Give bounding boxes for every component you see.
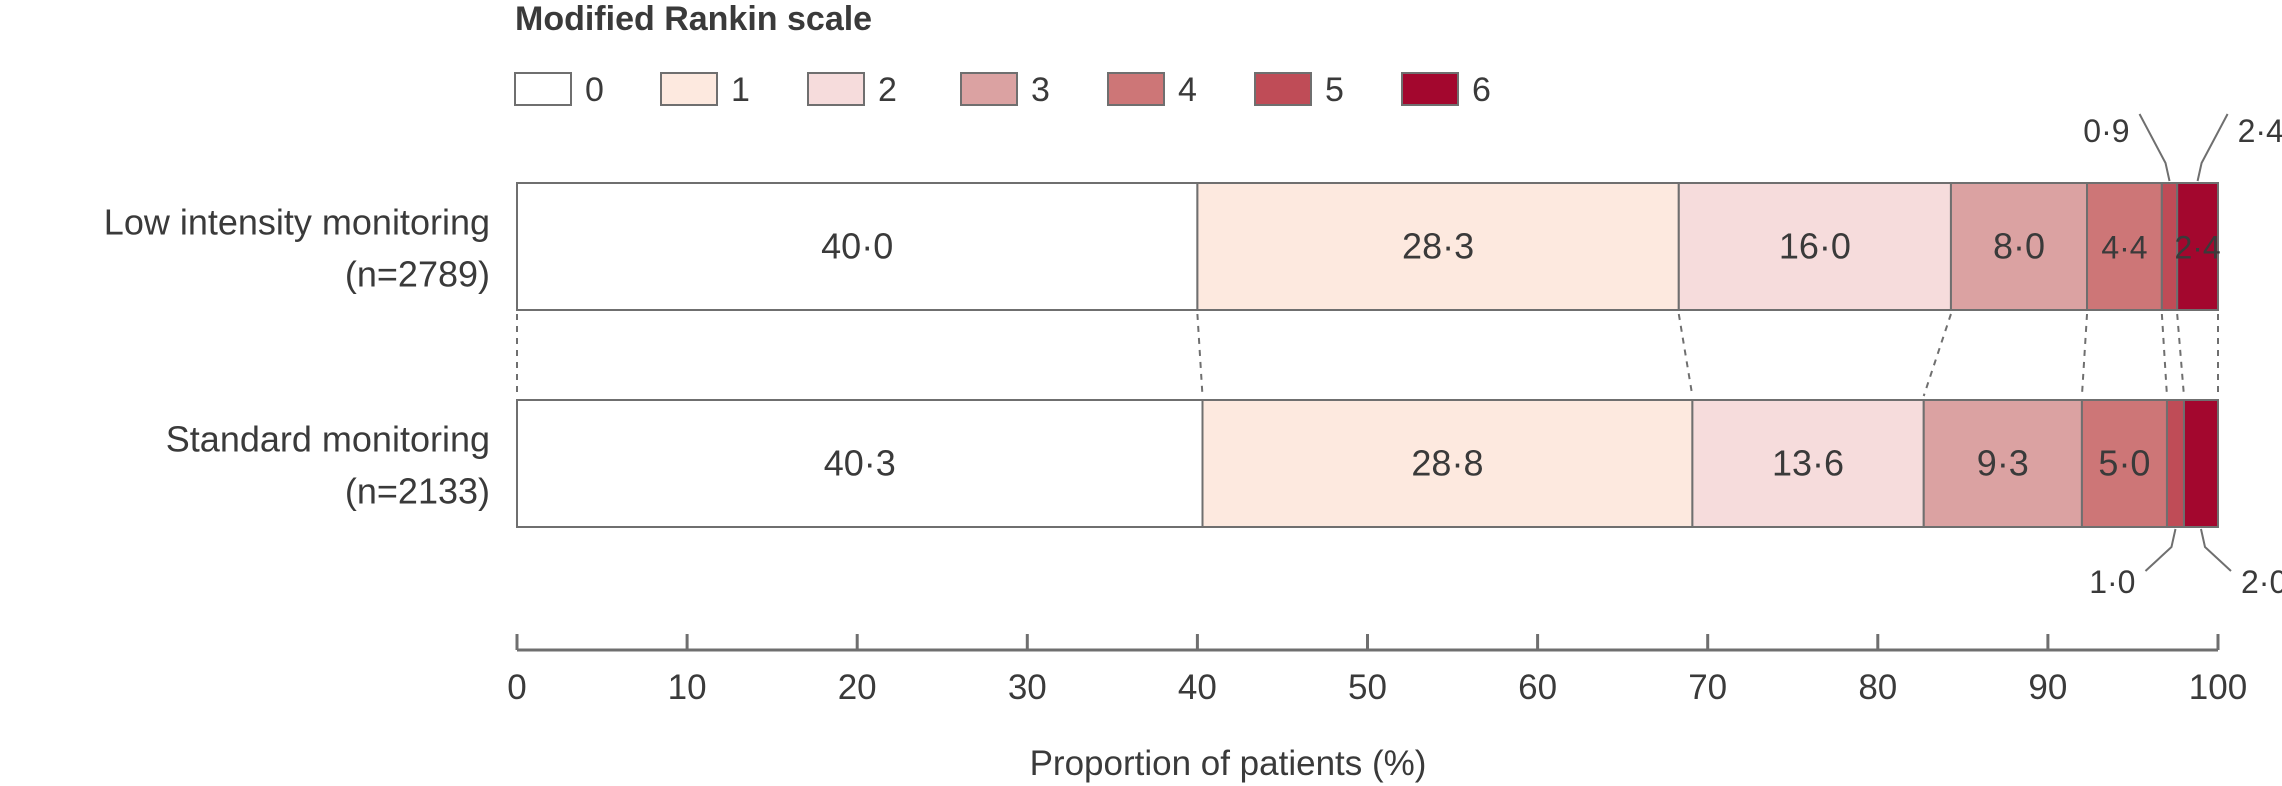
bar-segment-1 [1201, 399, 1694, 528]
legend-swatch-5 [1254, 72, 1312, 106]
data-label-2: 16·0 [1779, 226, 1851, 267]
legend: 0 1 2 3 4 5 6 [514, 71, 1491, 109]
data-label-0: 40·3 [824, 443, 896, 484]
x-axis: 0 10 20 30 40 50 60 70 80 90 100 [507, 634, 2247, 707]
bar-segment-3 [1922, 399, 2083, 528]
connector-line [2080, 313, 2089, 397]
category-n-label: (n=2133) [345, 471, 490, 512]
connector-line [1196, 313, 1204, 397]
x-tick-label: 80 [1858, 668, 1897, 707]
x-tick-label: 70 [1688, 668, 1727, 707]
x-tick-label: 50 [1348, 668, 1387, 707]
data-label-5: 1·0 [2089, 564, 2135, 600]
bar-segment-3 [1949, 182, 2089, 311]
bar-segment-2 [1691, 399, 1925, 528]
data-label-6: 2·0 [2241, 564, 2282, 600]
connector-line [2160, 313, 2168, 397]
connector-line [2176, 313, 2185, 397]
data-label-3: 9·3 [1977, 443, 2029, 484]
bar-segment-1 [1196, 182, 1680, 311]
legend-label-3: 3 [1031, 71, 1050, 109]
data-label-3: 8·0 [1993, 226, 2045, 267]
x-tick-label: 100 [2189, 668, 2247, 707]
bar-segment-4 [2086, 182, 2163, 311]
data-label-1: 28·3 [1402, 226, 1474, 267]
data-label-1: 28·8 [1411, 443, 1483, 484]
callout-line-6 [2196, 113, 2229, 182]
bar-segment-6 [2182, 399, 2219, 528]
legend-swatch-3 [960, 72, 1018, 106]
bar-segment-5 [2165, 399, 2185, 528]
x-tick-label: 10 [668, 668, 707, 707]
bar-segment-4 [2080, 399, 2168, 528]
connector-line [1677, 313, 1694, 397]
legend-label-0: 0 [585, 71, 604, 109]
bar-segment-0 [516, 399, 1204, 528]
callout-line-6 [2200, 528, 2232, 572]
legend-swatch-4 [1107, 72, 1165, 106]
legend-label-1: 1 [731, 71, 750, 109]
legend-label-6: 6 [1472, 71, 1491, 109]
x-tick-label: 40 [1178, 668, 1217, 707]
legend-swatch-1 [660, 72, 718, 106]
x-tick-label: 90 [2028, 668, 2067, 707]
data-label-0: 40·0 [821, 226, 893, 267]
bar-segment-2 [1677, 182, 1952, 311]
x-tick-label: 60 [1518, 668, 1557, 707]
data-label-2: 13·6 [1772, 443, 1844, 484]
legend-label-4: 4 [1178, 71, 1197, 109]
category-n-label: (n=2789) [345, 254, 490, 295]
x-tick-label: 20 [838, 668, 877, 707]
legend-swatch-2 [807, 72, 865, 106]
data-label-6: 2·4 [2238, 113, 2282, 149]
bars: Low intensity monitoring (n=2789) 40·0 28·3… [104, 113, 2282, 600]
category-label: Low intensity monitoring [104, 202, 490, 243]
callout-line-5 [2144, 528, 2177, 572]
x-axis-label: Proportion of patients (%) [1030, 744, 1427, 783]
data-label-6: 2·4 [2174, 230, 2220, 266]
bar-segment-6 [2176, 182, 2220, 311]
data-label-4: 5·0 [2098, 443, 2150, 484]
data-label-5: 0·9 [2083, 113, 2129, 149]
x-tick-label: 0 [507, 668, 526, 707]
legend-label-2: 2 [878, 71, 897, 109]
callout-line-5 [2138, 113, 2171, 182]
legend-title: Modified Rankin scale [515, 0, 872, 38]
connectors [516, 313, 2219, 397]
legend-label-5: 5 [1325, 71, 1344, 109]
legend-swatch-6 [1401, 72, 1459, 106]
bar-segment-0 [516, 182, 1199, 311]
legend-swatch-0 [514, 72, 572, 106]
x-tick-label: 30 [1008, 668, 1047, 707]
data-label-4: 4·4 [2101, 230, 2147, 266]
connector-line [1922, 313, 1952, 397]
category-label: Standard monitoring [166, 419, 490, 460]
